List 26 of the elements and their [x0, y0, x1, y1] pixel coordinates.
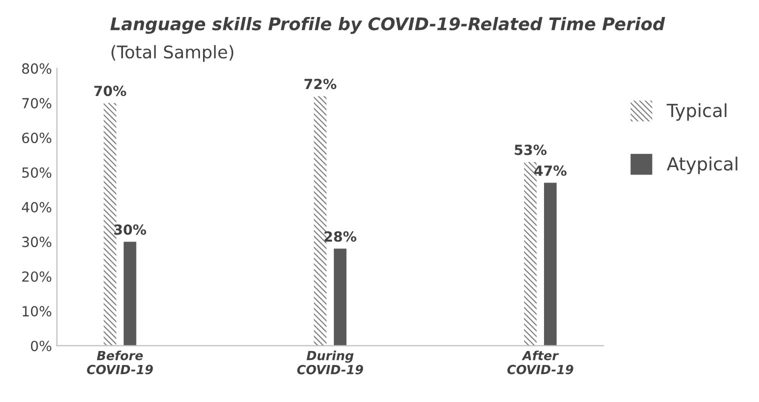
y-tick-label: 10% — [22, 306, 52, 317]
bar — [544, 182, 557, 346]
data-label: 53% — [514, 144, 547, 156]
y-tick-label: 60% — [22, 132, 52, 144]
y-tick-label: 40% — [22, 202, 52, 213]
data-label: 70% — [94, 86, 126, 96]
chart-subtitle: (Total Sample) — [112, 45, 234, 62]
x-tick-label: During COVID-19 — [297, 350, 364, 374]
x-tick-label: Before COVID-19 — [87, 350, 153, 374]
chart-title: Language skills Profile by COVID-19-Related Time Period — [110, 16, 666, 34]
bar — [124, 242, 136, 346]
y-tick-label: 0% — [30, 340, 52, 352]
y-tick-label: 70% — [22, 98, 52, 108]
y-tick-label: 20% — [22, 271, 52, 282]
data-label: 72% — [304, 78, 336, 90]
data-label: 47% — [534, 165, 567, 176]
y-tick-label: 80% — [22, 63, 52, 74]
bar — [334, 248, 346, 346]
x-tick-label: After COVID-19 — [507, 350, 574, 374]
y-tick-label: 50% — [22, 167, 52, 178]
data-label: 30% — [114, 224, 146, 235]
legend-label: Typical — [666, 103, 726, 121]
bar — [314, 96, 326, 346]
data-label: 28% — [324, 231, 356, 242]
y-tick-label: 30% — [22, 236, 52, 248]
legend-label: Atypical — [666, 156, 738, 174]
